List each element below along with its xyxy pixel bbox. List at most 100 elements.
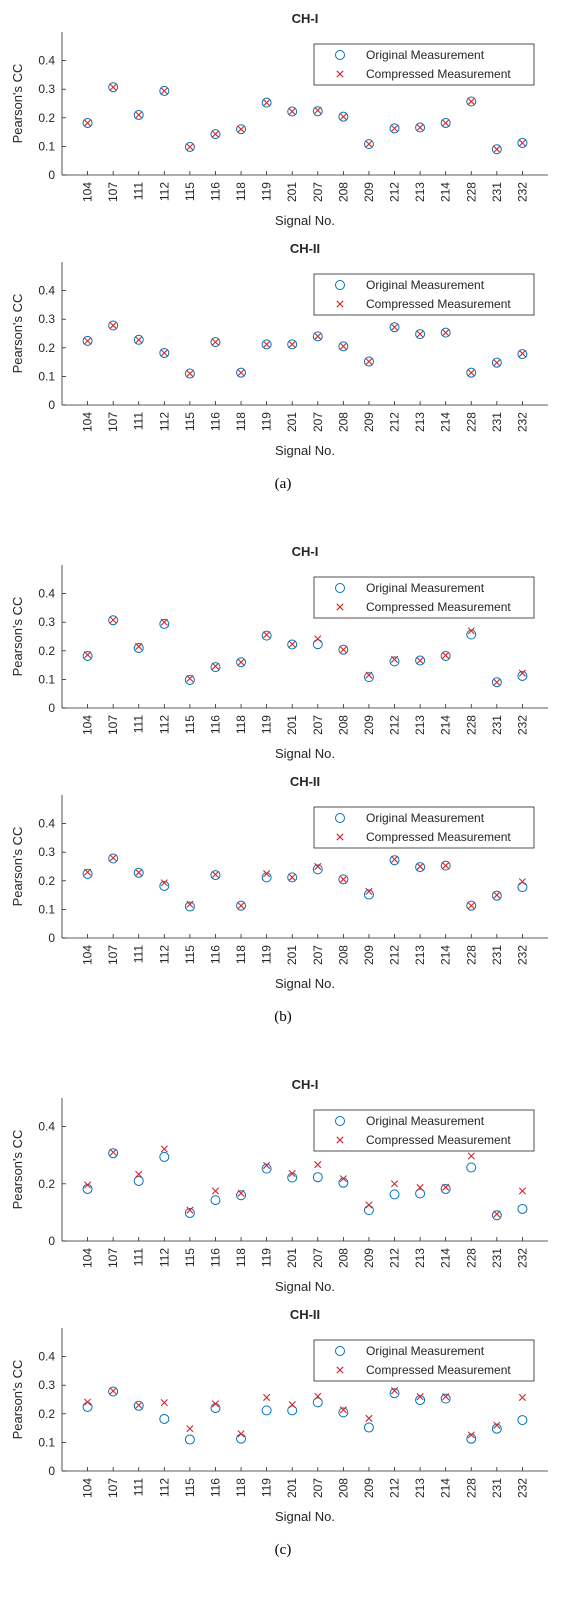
x-tick-label: 104	[81, 412, 95, 432]
y-tick-label: 0.3	[38, 615, 55, 629]
x-tick-label: 232	[515, 182, 529, 202]
y-tick-label: 0.3	[38, 82, 55, 96]
data-point-original	[159, 347, 170, 358]
x-tick-label: 115	[183, 945, 197, 964]
data-point-original	[491, 1423, 502, 1434]
data-point-compressed	[288, 640, 296, 648]
x-tick-label: 119	[260, 412, 274, 431]
data-point-compressed	[263, 1161, 271, 1170]
y-axis-label: Pearson's CC	[10, 64, 25, 144]
legend-box	[313, 1339, 535, 1382]
data-point-original	[261, 97, 272, 108]
y-tick-label: 0	[48, 701, 55, 715]
data-point-original	[108, 82, 119, 93]
x-tick-label: 228	[464, 945, 478, 965]
y-tick-label: 0.4	[38, 54, 55, 68]
x-tick-label: 201	[285, 715, 299, 735]
data-point-compressed	[416, 1183, 424, 1192]
data-point-compressed	[442, 1393, 450, 1401]
x-tick-label: 209	[362, 945, 376, 965]
legend-marker-x	[336, 833, 344, 841]
data-point-compressed	[211, 870, 220, 879]
data-point-compressed	[518, 1393, 527, 1402]
data-point-original	[210, 1403, 221, 1414]
data-point-original	[491, 1210, 502, 1221]
y-tick-label: 0.1	[38, 672, 55, 686]
data-point-original	[108, 1148, 119, 1159]
data-point-compressed	[339, 342, 347, 350]
data-point-original	[184, 1434, 195, 1445]
data-point-original	[236, 124, 247, 135]
data-point-original	[415, 1395, 426, 1406]
x-axis-label: Signal No.	[275, 443, 335, 458]
data-point-compressed	[493, 145, 501, 153]
data-point-compressed	[135, 868, 143, 877]
y-tick-label: 0.1	[38, 902, 55, 916]
data-point-original	[82, 1401, 93, 1412]
x-tick-label: 119	[260, 1478, 274, 1497]
data-point-original	[415, 655, 426, 666]
y-tick-label: 0.4	[38, 817, 55, 831]
x-tick-label: 228	[464, 182, 478, 202]
data-point-original	[491, 357, 502, 368]
data-point-original	[466, 96, 477, 107]
legend-label: Compressed Measurement	[366, 67, 511, 81]
y-tick-label: 0	[48, 1464, 55, 1478]
data-point-compressed	[365, 1201, 373, 1209]
x-axis-label: Signal No.	[275, 746, 335, 761]
data-point-original	[466, 629, 477, 640]
x-tick-label: 201	[285, 945, 299, 965]
x-tick-label: 232	[515, 1248, 529, 1268]
data-point-original	[261, 872, 272, 883]
data-point-original	[261, 339, 272, 350]
data-point-compressed	[160, 618, 168, 626]
x-tick-label: 107	[106, 1248, 120, 1268]
data-point-original	[389, 1189, 400, 1200]
data-point-original	[517, 137, 528, 148]
data-point-original	[312, 1397, 323, 1408]
data-point-original	[312, 331, 323, 342]
y-tick-label: 0.1	[38, 139, 55, 153]
x-tick-label: 212	[388, 1478, 402, 1498]
data-point-compressed	[390, 124, 399, 132]
data-point-compressed	[237, 658, 245, 666]
y-tick-label: 0.4	[38, 284, 55, 298]
data-point-compressed	[416, 1393, 424, 1401]
data-point-compressed	[211, 1187, 220, 1195]
data-point-compressed	[416, 862, 424, 871]
data-point-compressed	[83, 337, 92, 345]
data-point-original	[133, 867, 144, 878]
x-tick-label: 119	[260, 182, 274, 201]
data-point-compressed	[288, 1401, 296, 1409]
x-tick-label: 231	[490, 715, 504, 735]
y-tick-label: 0.3	[38, 1378, 55, 1392]
data-point-compressed	[390, 1387, 399, 1395]
legend: Original Measurement Compressed Measureme…	[313, 273, 535, 316]
y-tick-label: 0	[48, 1234, 55, 1248]
data-point-original	[261, 630, 272, 641]
data-point-compressed	[467, 902, 475, 910]
data-point-original	[312, 1172, 323, 1183]
legend-label: Compressed Measurement	[366, 600, 511, 614]
data-point-original	[287, 106, 298, 117]
data-point-original	[389, 123, 400, 134]
data-point-compressed	[314, 332, 322, 340]
data-point-compressed	[314, 1161, 322, 1169]
data-point-original	[415, 329, 426, 340]
x-tick-label: 118	[234, 945, 248, 964]
data-point-compressed	[263, 870, 271, 878]
legend-label: Original Measurement	[366, 1114, 485, 1128]
y-tick-label: 0.2	[38, 1177, 55, 1191]
x-tick-label: 118	[234, 1478, 248, 1497]
x-tick-label: 228	[464, 1248, 478, 1268]
data-point-compressed	[442, 651, 450, 659]
y-axis-label: Pearson's CC	[10, 1360, 25, 1440]
x-tick-label: 209	[362, 715, 376, 735]
data-point-original	[415, 122, 426, 133]
y-tick-label: 0.2	[38, 1407, 55, 1421]
y-tick-label: 0.3	[38, 312, 55, 326]
data-point-compressed	[160, 87, 168, 95]
x-tick-label: 112	[157, 945, 171, 964]
legend-marker-x	[336, 603, 344, 611]
data-point-compressed	[288, 340, 296, 348]
